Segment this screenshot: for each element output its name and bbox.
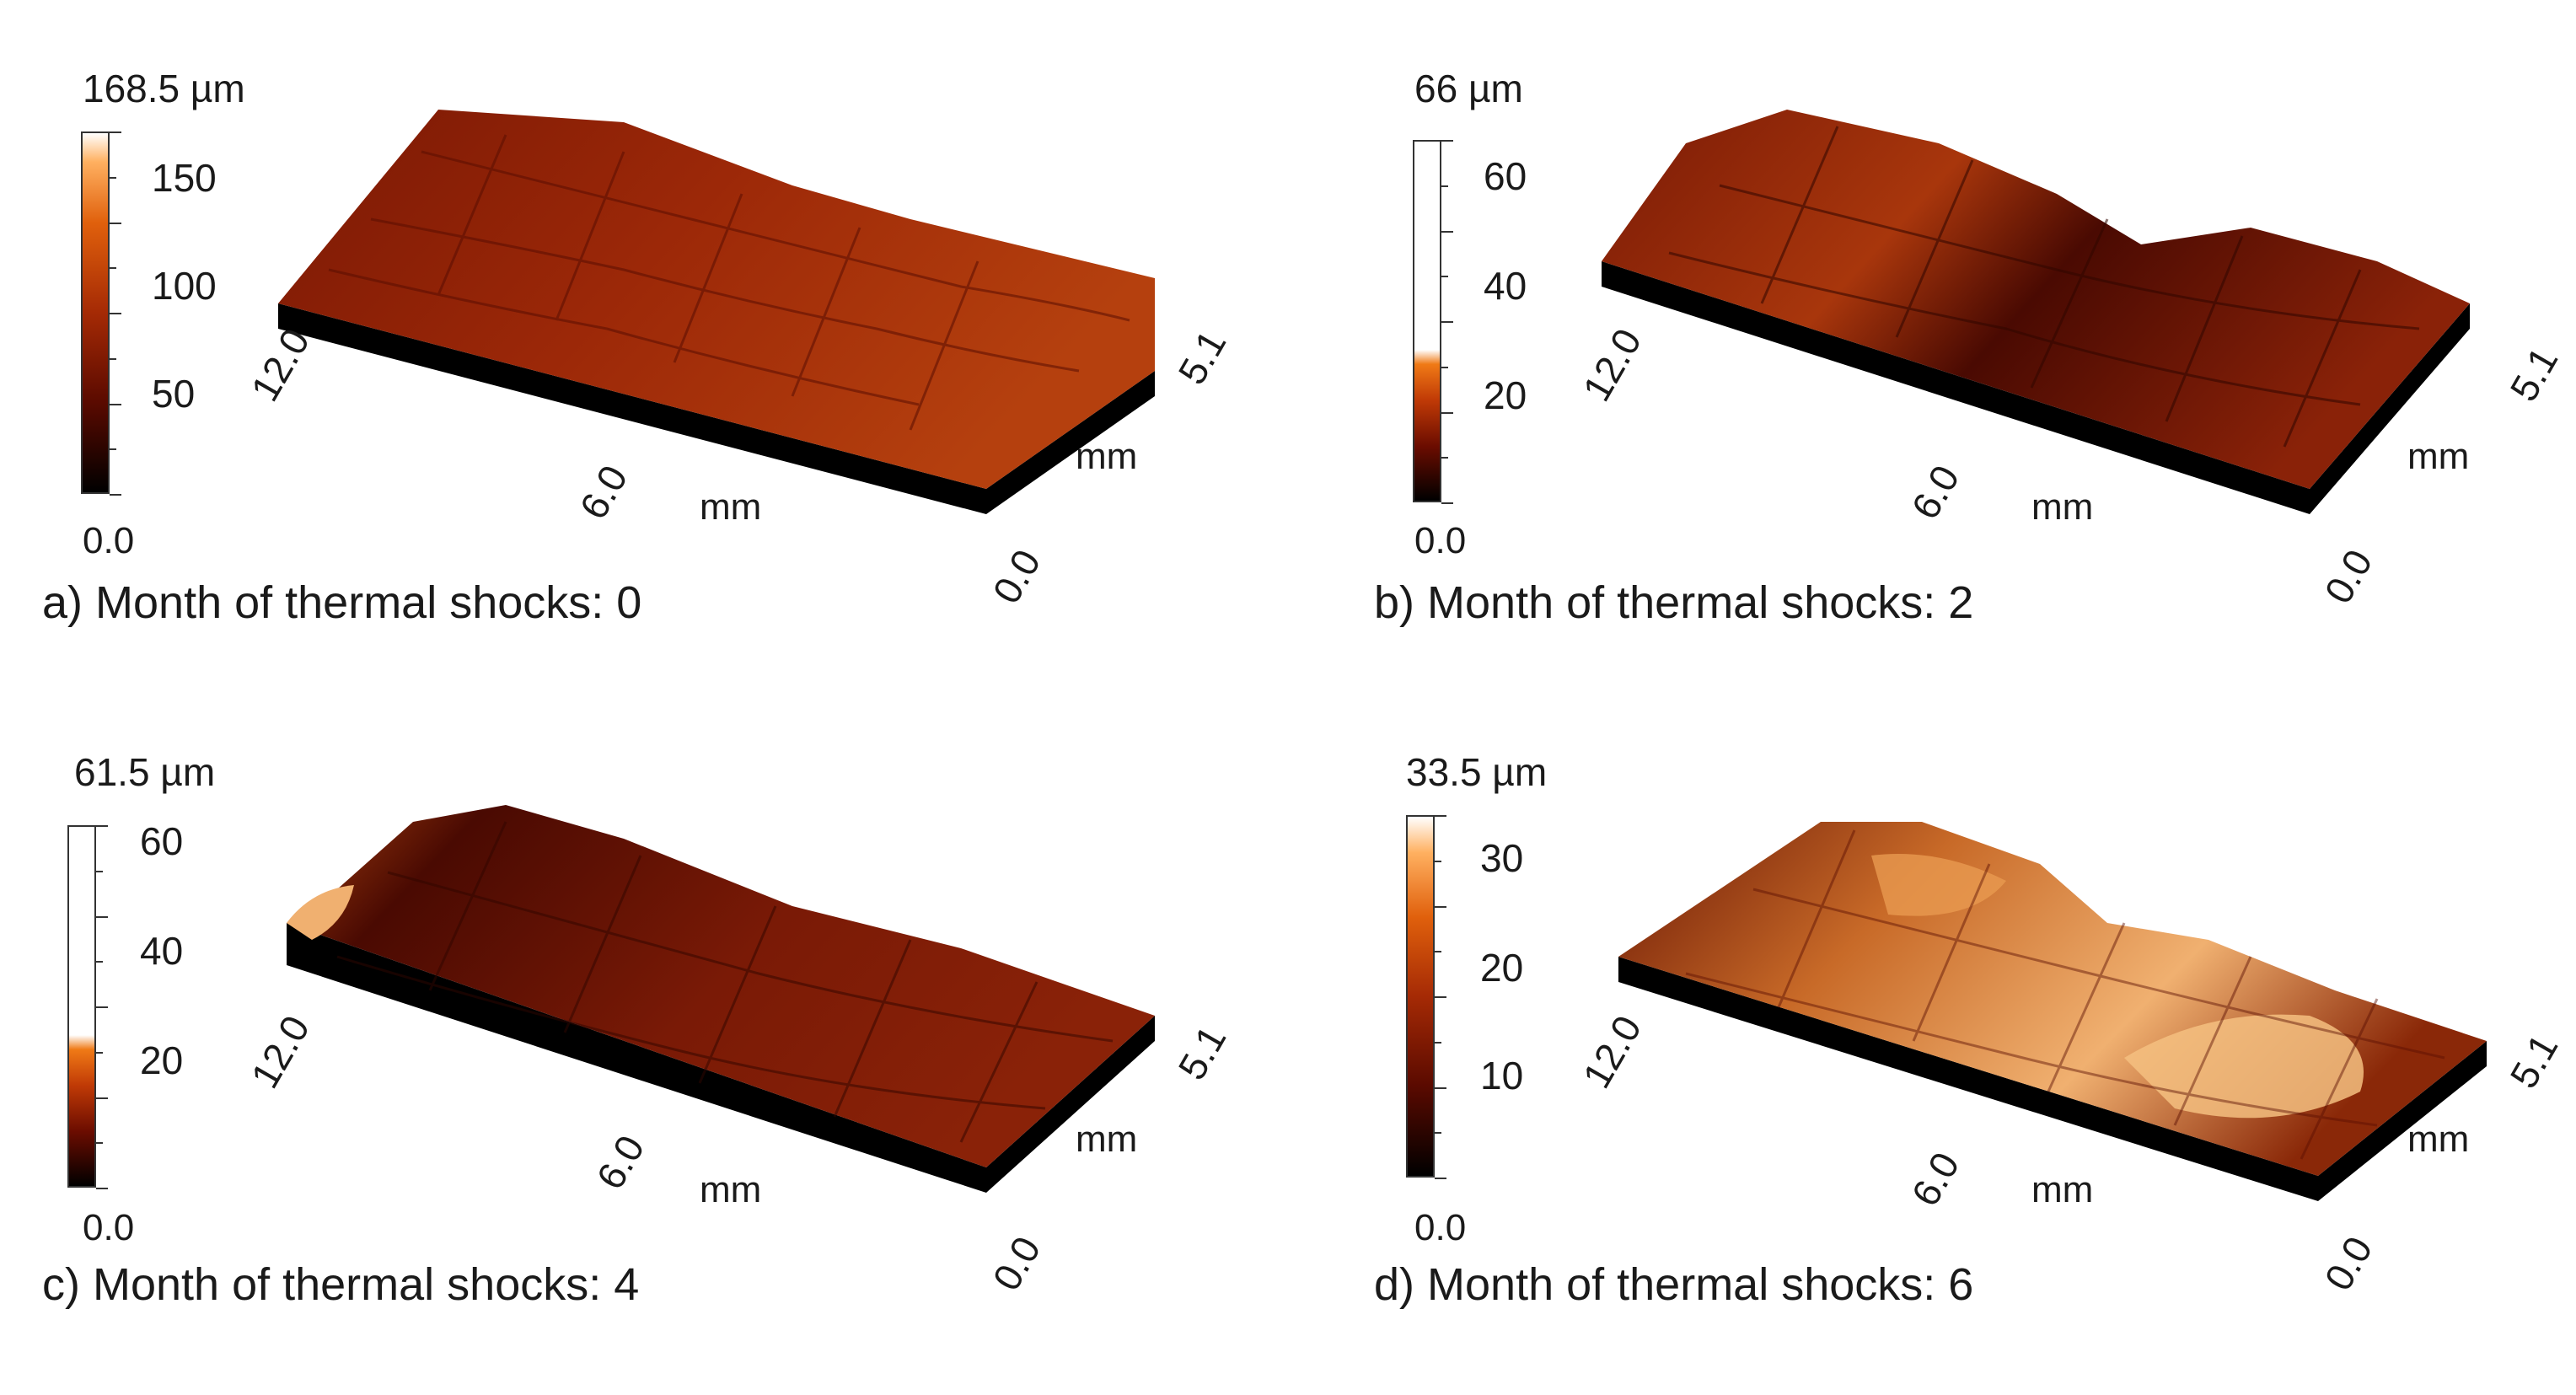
y-axis-unit: mm	[2407, 1119, 2470, 1160]
colorbar-tick-mark	[1435, 996, 1446, 998]
colorbar-tick-mark	[96, 1142, 103, 1145]
panel-d: 33.5 µm 30 20 10 0.0 12.0 6.0 mm 0.0 5.1…	[1366, 738, 2576, 1395]
colorbar-tick-mark	[110, 357, 116, 360]
colorbar-min-label: 0.0	[1414, 520, 1467, 561]
colorbar-tick-label: 150	[152, 156, 217, 200]
colorbar-tick-mark	[1441, 230, 1453, 233]
colorbar-tick-mark	[1441, 457, 1448, 459]
colorbar-min-label: 0.0	[83, 1207, 135, 1248]
colorbar-max-label: 33.5 µm	[1406, 750, 1548, 794]
surface-cells	[1668, 126, 2420, 448]
colorbar-tick-label: 50	[152, 372, 196, 416]
colorbar-tick-mark	[1435, 1132, 1441, 1135]
x-axis-unit: mm	[2031, 486, 2094, 528]
colorbar-tick-label: 60	[140, 819, 184, 863]
x-axis-unit: mm	[700, 486, 762, 528]
colorbar-tick-mark	[110, 176, 116, 179]
colorbar	[67, 825, 96, 1188]
surface-cells	[328, 134, 1130, 431]
caption: b) Month of thermal shocks: 2	[1374, 577, 1974, 628]
colorbar-tick-label: 10	[1480, 1054, 1524, 1097]
colorbar-tick-mark	[96, 870, 103, 872]
colorbar-tick-label: 20	[1484, 373, 1527, 417]
colorbar-tick-mark	[1441, 276, 1448, 278]
colorbar-tick-mark	[1435, 1178, 1446, 1179]
colorbar-tick-mark	[110, 222, 121, 224]
colorbar	[1406, 815, 1435, 1178]
colorbar-tick-mark	[96, 1097, 108, 1099]
colorbar-tick-mark	[1441, 140, 1453, 142]
colorbar-tick-mark	[1435, 815, 1446, 817]
colorbar-tick-mark	[96, 915, 108, 918]
colorbar-tick-mark	[96, 961, 103, 963]
colorbar-tick-label: 40	[1484, 264, 1527, 308]
colorbar-tick-mark	[96, 1051, 103, 1054]
caption: c) Month of thermal shocks: 4	[42, 1259, 640, 1310]
panel-c: 61.5 µm 60 40 20 0.0 12.0 6.0 mm 0.0 5.1…	[34, 738, 1315, 1395]
caption: d) Month of thermal shocks: 6	[1374, 1259, 1974, 1310]
colorbar-tick-label: 60	[1484, 154, 1527, 198]
colorbar-tick-mark	[1435, 860, 1441, 862]
colorbar-tick-label: 30	[1480, 836, 1524, 880]
y-axis-unit: mm	[1076, 436, 1138, 477]
colorbar-max-label: 168.5 µm	[83, 67, 245, 110]
colorbar-tick-mark	[110, 267, 116, 270]
colorbar-tick-mark	[1435, 1086, 1446, 1089]
colorbar-tick-mark	[1441, 411, 1453, 414]
colorbar-tick-mark	[110, 131, 121, 133]
colorbar-tick-mark	[1441, 366, 1448, 368]
colorbar-tick-label: 20	[1480, 946, 1524, 990]
x-axis-unit: mm	[2031, 1169, 2094, 1210]
colorbar-tick-mark	[1435, 951, 1441, 953]
colorbar-tick-mark	[1435, 905, 1446, 908]
surface-cells	[1685, 829, 2445, 1160]
surface-top	[1602, 110, 2470, 489]
colorbar-tick-mark	[1441, 185, 1448, 187]
y-axis-unit: mm	[2407, 436, 2470, 477]
colorbar	[81, 131, 110, 494]
colorbar-tick-mark	[110, 494, 121, 496]
colorbar-tick-mark	[96, 825, 108, 827]
colorbar-tick-mark	[110, 448, 116, 451]
panel-b: 66 µm 60 40 20 0.0 12.0 6.0 mm 0.0 5.1 m…	[1366, 51, 2576, 708]
surface-plot-c	[287, 805, 1155, 1193]
x-axis-unit: mm	[700, 1169, 762, 1210]
colorbar-tick-mark	[1441, 321, 1453, 323]
colorbar-tick-label: 20	[140, 1038, 184, 1082]
colorbar-tick-mark	[1441, 502, 1453, 504]
surface-plot-d	[1618, 822, 2487, 1201]
colorbar-tick-mark	[110, 403, 121, 405]
caption: a) Month of thermal shocks: 0	[42, 577, 642, 628]
colorbar-tick-mark	[96, 1188, 108, 1189]
surface-top	[287, 805, 1155, 1167]
surface-plot-b	[1602, 110, 2470, 514]
colorbar-max-label: 61.5 µm	[74, 750, 216, 794]
colorbar-min-label: 0.0	[83, 520, 135, 561]
colorbar-tick-label: 40	[140, 929, 184, 973]
colorbar-tick-mark	[1435, 1041, 1441, 1044]
colorbar-tick-mark	[110, 313, 121, 314]
surface-plot-a	[278, 110, 1155, 514]
colorbar	[1413, 140, 1441, 502]
y-axis-unit: mm	[1076, 1119, 1138, 1160]
surface-top	[278, 110, 1155, 489]
colorbar-min-label: 0.0	[1414, 1207, 1467, 1248]
surface-cells	[336, 821, 1114, 1143]
panel-a: 168.5 µm 150 100 50 0.0 12.0 6.0 mm 0.0 …	[34, 51, 1315, 708]
colorbar-tick-label: 100	[152, 264, 217, 308]
colorbar-tick-mark	[96, 1006, 108, 1008]
colorbar-max-label: 66 µm	[1414, 67, 1523, 110]
